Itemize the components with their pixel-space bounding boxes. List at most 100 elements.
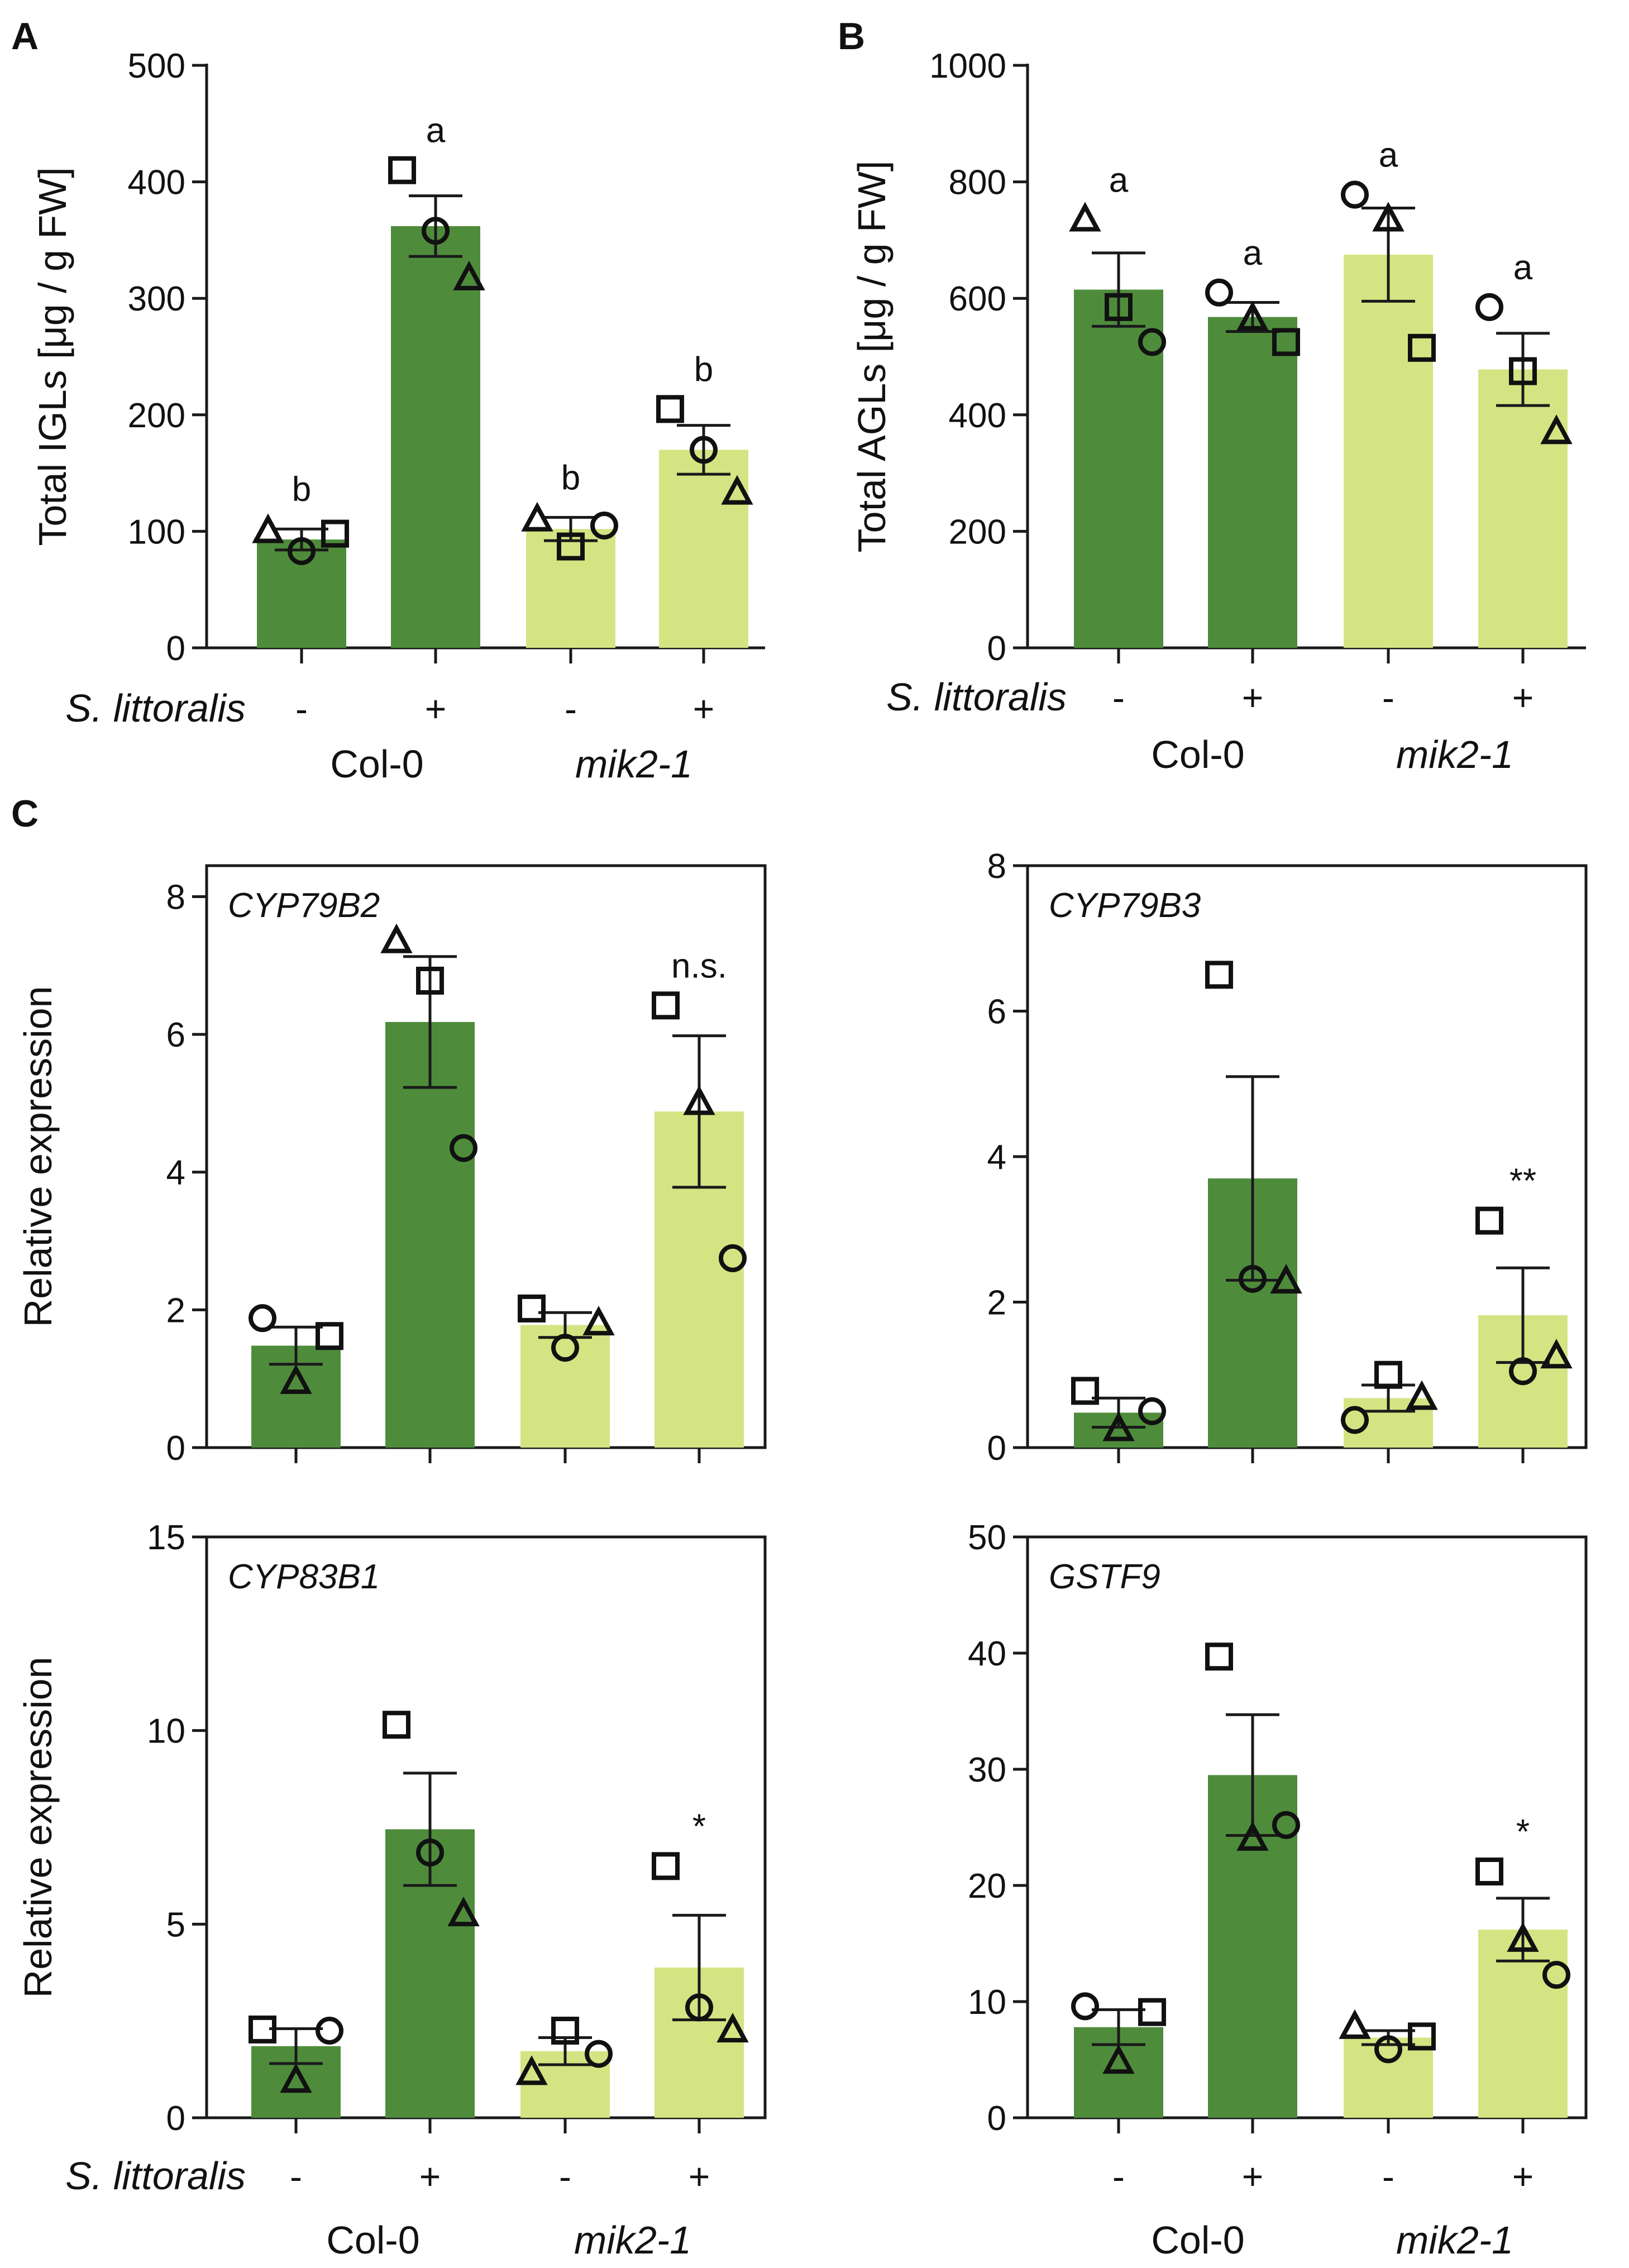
plus-sign-b-col0: + <box>1242 677 1264 718</box>
y-tick-label: 0 <box>166 1429 185 1468</box>
data-point-circle <box>590 511 618 539</box>
group-label-c-right-mik2: mik2-1 <box>1396 2218 1513 2262</box>
y-tick-label: 1000 <box>929 47 1006 85</box>
significance-label: a <box>426 112 446 150</box>
gene-label: CYP79B2 <box>228 886 380 925</box>
data-point-triangle <box>1540 414 1573 445</box>
data-point-circle <box>416 1839 444 1867</box>
data-point-square <box>1475 1858 1503 1886</box>
treatment-label-a: S. littoralis <box>65 686 246 730</box>
bar <box>1208 317 1297 648</box>
data-point-triangle <box>721 475 753 505</box>
gene-label: CYP83B1 <box>228 1558 380 1596</box>
data-point-circle <box>685 1993 713 2022</box>
panel-letter: C <box>11 792 39 835</box>
minus-sign-b-col0: - <box>1112 677 1125 718</box>
data-point-circle <box>1341 180 1369 209</box>
data-point-circle <box>719 1244 747 1272</box>
data-point-square <box>321 519 349 548</box>
bar <box>391 226 480 648</box>
data-point-circle <box>1138 1397 1166 1425</box>
data-point-square <box>316 1322 343 1350</box>
data-point-square <box>1408 333 1436 362</box>
data-point-circle <box>1542 1961 1570 1989</box>
y-tick-label: 600 <box>949 280 1006 318</box>
data-point-square <box>1205 1642 1233 1671</box>
data-point-triangle <box>1540 1339 1573 1369</box>
y-tick-label: 4 <box>166 1154 185 1192</box>
data-point-triangle <box>1270 1264 1302 1294</box>
data-point-circle <box>316 2017 343 2045</box>
y-tick-label: 200 <box>949 513 1006 551</box>
minus-sign-c-right-mik2: - <box>1382 2156 1394 2197</box>
data-point-circle <box>1475 293 1503 321</box>
y-tick-label: 0 <box>166 629 185 668</box>
treatment-label-c: S. littoralis <box>65 2154 246 2198</box>
panel-c-cyp79b2-chart: 0 2 4 6 8 n.s. CYP79B2 Relative expression C <box>11 792 767 1468</box>
data-point-triangle <box>1339 2009 1371 2039</box>
data-point-triangle <box>447 1897 480 1927</box>
plot-frame <box>1026 1535 1588 2119</box>
data-point-circle <box>1239 1264 1267 1293</box>
data-point-square <box>1105 293 1133 321</box>
bar <box>1074 289 1163 648</box>
data-point-square <box>1509 357 1537 385</box>
y-tick-label: 0 <box>987 2099 1006 2138</box>
group-label-b-col0: Col-0 <box>1151 733 1244 776</box>
y-tick-label: 0 <box>987 1429 1006 1468</box>
data-point-circle <box>288 537 316 565</box>
data-point-square <box>1138 1998 1166 2026</box>
y-axis-label: Total IGLs [μg / g FW] <box>31 167 74 546</box>
y-axis-label: Relative expression <box>16 986 60 1328</box>
panel-letter: B <box>838 15 865 58</box>
plus-sign-a-col0: + <box>425 688 447 729</box>
significance-label: * <box>692 1807 706 1846</box>
y-tick-label: 100 <box>128 513 185 551</box>
y-axis-label: Total AGLs [μg / g FW] <box>850 161 894 553</box>
data-point-square <box>557 532 585 561</box>
data-point-square <box>416 966 444 995</box>
y-tick-label: 0 <box>987 629 1006 668</box>
data-point-circle <box>1205 278 1233 307</box>
panel-letter: A <box>11 15 39 58</box>
bar <box>1344 254 1433 648</box>
y-tick-label: 6 <box>987 993 1006 1032</box>
significance-label: ** <box>1509 1162 1536 1201</box>
data-point-triangle <box>1102 2044 1135 2074</box>
data-point-circle <box>690 436 718 464</box>
y-tick-label: 800 <box>949 164 1006 202</box>
plus-sign-c-mik2: + <box>689 2156 710 2197</box>
data-point-square <box>1408 2022 1436 2051</box>
data-point-square <box>518 1294 546 1322</box>
data-point-circle <box>1341 1406 1369 1434</box>
y-tick-label: 50 <box>968 1519 1006 1557</box>
minus-sign-c-right-col0: - <box>1112 2156 1125 2197</box>
data-point-triangle <box>515 2055 548 2085</box>
data-point-triangle <box>716 2013 749 2043</box>
data-point-square <box>1374 1360 1402 1389</box>
group-label-a-mik2: mik2-1 <box>575 742 692 786</box>
data-point-triangle <box>683 1085 715 1115</box>
significance-label: a <box>1243 234 1263 273</box>
data-point-square <box>388 156 416 184</box>
data-point-circle <box>585 2040 613 2068</box>
plus-sign-b-mik2: + <box>1512 677 1534 718</box>
plot-frame <box>205 864 767 1449</box>
significance-label: a <box>1379 136 1398 175</box>
significance-label: b <box>561 459 580 497</box>
bar <box>385 1021 475 1448</box>
data-point-circle <box>450 1134 477 1162</box>
data-point-triangle <box>1102 1411 1135 1441</box>
group-label-b-mik2: mik2-1 <box>1396 733 1513 776</box>
panel-c-cyp79b3-chart: 0 2 4 6 8 ** CYP79B3 <box>987 847 1588 1468</box>
data-point-square <box>1071 1377 1099 1405</box>
minus-sign-a-col0: - <box>295 688 308 729</box>
data-point-circle <box>1374 2035 1402 2064</box>
data-point-circle <box>1138 328 1166 356</box>
y-tick-label: 8 <box>166 878 185 916</box>
minus-sign-c-col0: - <box>290 2156 302 2197</box>
data-point-triangle <box>1236 300 1269 331</box>
data-point-triangle <box>280 1364 312 1394</box>
group-label-c-col0: Col-0 <box>326 2218 419 2262</box>
